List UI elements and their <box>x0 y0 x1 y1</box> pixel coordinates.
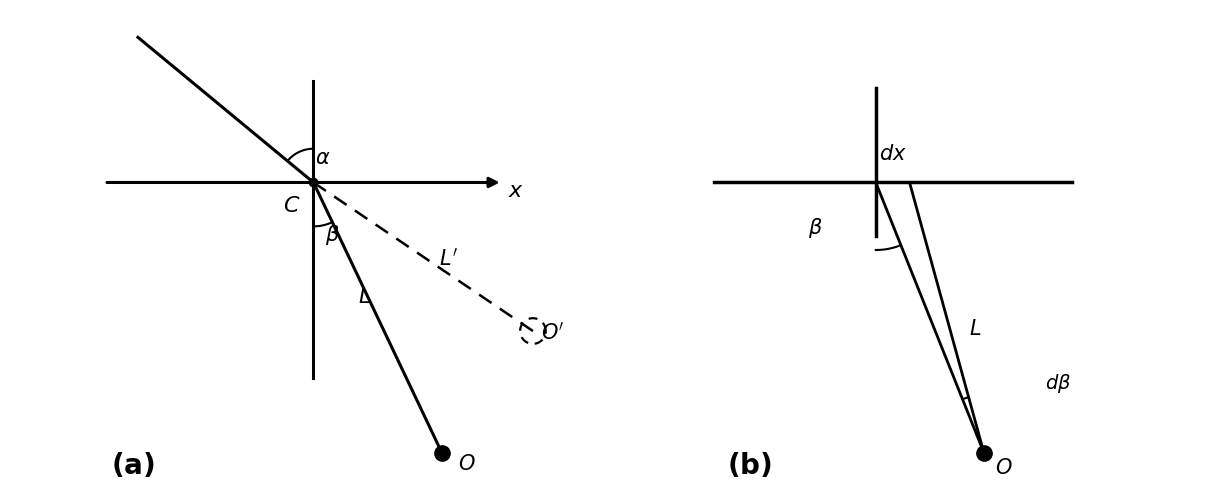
Text: $\alpha$: $\alpha$ <box>315 148 330 168</box>
Text: $O$: $O$ <box>995 458 1013 477</box>
Text: $dx$: $dx$ <box>879 144 906 164</box>
Text: $C$: $C$ <box>283 195 301 217</box>
Text: $\bf{(b)}$: $\bf{(b)}$ <box>727 450 772 480</box>
Text: $\beta$: $\beta$ <box>325 223 340 247</box>
Text: $\bf{(a)}$: $\bf{(a)}$ <box>111 450 155 480</box>
Text: $d\beta$: $d\beta$ <box>1045 372 1071 395</box>
Text: $L'$: $L'$ <box>438 248 458 270</box>
Text: $x$: $x$ <box>508 180 524 202</box>
Text: $O'$: $O'$ <box>541 322 565 344</box>
Text: $O$: $O$ <box>458 454 476 474</box>
Text: $\beta$: $\beta$ <box>808 216 822 240</box>
Text: $L$: $L$ <box>970 320 982 340</box>
Text: $L$: $L$ <box>358 288 370 308</box>
